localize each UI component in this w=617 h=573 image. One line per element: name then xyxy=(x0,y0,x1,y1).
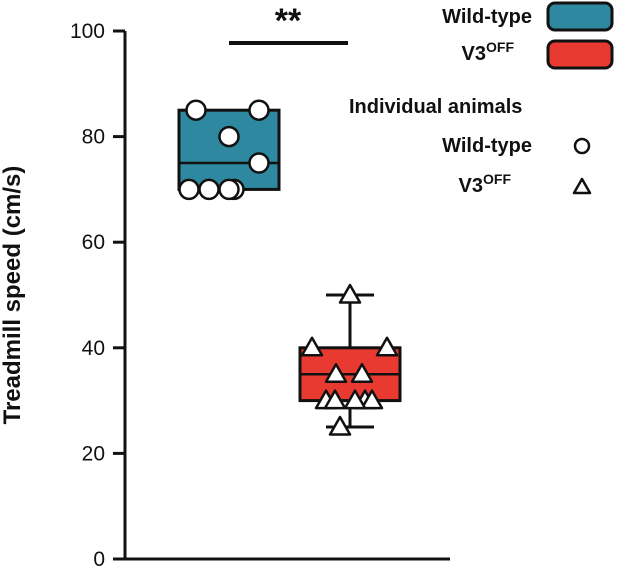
data-point-circle xyxy=(248,152,270,174)
box-iqr xyxy=(177,108,281,191)
data-point-circle xyxy=(218,178,240,201)
data-point-circle xyxy=(218,125,240,148)
data-point-circle xyxy=(185,99,207,121)
data-point-triangle xyxy=(343,389,367,410)
legend-label: Wild-type xyxy=(442,6,532,28)
data-point-triangle xyxy=(323,389,347,410)
data-point-circle xyxy=(198,178,220,201)
legend-swatch xyxy=(546,39,614,70)
legend-marker-circle xyxy=(573,137,591,155)
y-axis-title: Treadmill speed (cm/s) xyxy=(0,166,26,425)
data-point-triangle xyxy=(338,283,362,304)
data-point-triangle xyxy=(375,336,399,357)
data-point-circle xyxy=(178,178,200,201)
data-point-triangle xyxy=(300,336,324,357)
y-tick-label: 60 xyxy=(82,231,105,254)
legend-individual-title: Individual animals xyxy=(349,96,522,118)
y-axis: 0 20 40 60 80 100 xyxy=(70,20,450,571)
significance-label: ** xyxy=(275,2,302,40)
legend-label: V3OFF xyxy=(459,171,512,197)
box-series xyxy=(177,99,402,436)
significance-annotation: ** xyxy=(229,2,348,45)
y-tick-label: 0 xyxy=(93,548,105,571)
legend-label: Wild-type xyxy=(442,135,532,157)
y-tick-label: 80 xyxy=(82,126,105,149)
data-point-circle xyxy=(248,99,270,121)
y-tick-label: 100 xyxy=(70,20,105,43)
box-v3off xyxy=(298,283,402,436)
data-point-triangle xyxy=(324,362,348,383)
data-point-triangle xyxy=(350,362,374,383)
legend-marker-triangle xyxy=(572,177,592,195)
box-wild-type xyxy=(177,99,281,201)
data-point-triangle xyxy=(328,415,352,436)
legend-label-superscript: OFF xyxy=(483,171,511,187)
legend-swatch xyxy=(546,1,614,32)
legend-label: V3OFF xyxy=(462,39,515,65)
legend: Wild-type V3OFF Individual animals Wild-typ… xyxy=(349,1,614,197)
data-point-triangle xyxy=(360,389,384,410)
y-tick-label: 40 xyxy=(82,337,105,360)
legend-label-superscript: OFF xyxy=(486,39,514,55)
y-tick-label: 20 xyxy=(82,442,105,465)
